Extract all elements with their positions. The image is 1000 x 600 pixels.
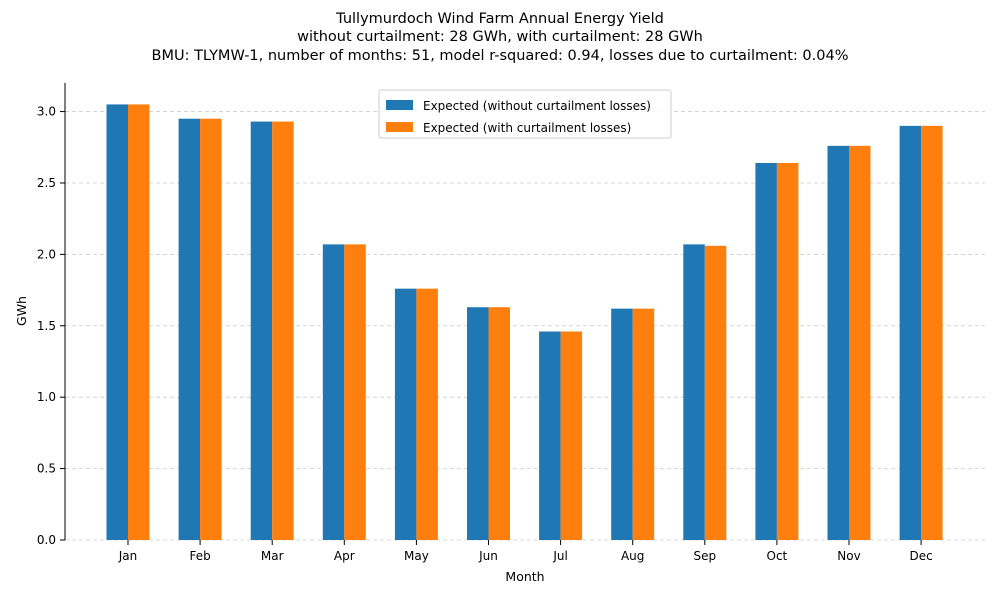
bar-without-curtailment-mar	[250, 121, 273, 540]
x-tick-label: Oct	[767, 549, 788, 563]
legend-swatch	[386, 100, 413, 110]
x-tick-label: Mar	[261, 549, 284, 563]
chart-title-line-2: without curtailment: 28 GWh, with curtai…	[297, 29, 703, 45]
x-tick-label: Jun	[478, 549, 498, 563]
bar-without-curtailment-nov	[827, 145, 849, 540]
bar-with-curtailment-sep	[704, 245, 727, 540]
y-tick-label: 0.0	[37, 533, 56, 547]
bar-with-curtailment-apr	[344, 244, 366, 541]
x-tick-label: Apr	[334, 549, 355, 563]
x-tick-label: Feb	[189, 549, 210, 563]
bar-with-curtailment-mar	[272, 121, 294, 540]
legend: Expected (without curtailment losses) Exp…	[378, 89, 672, 139]
x-tick-label: Dec	[909, 549, 932, 563]
bar-with-curtailment-dec	[921, 125, 943, 540]
bar-with-curtailment-jun	[488, 307, 510, 540]
bar-without-curtailment-sep	[683, 244, 705, 541]
bar-with-curtailment-nov	[849, 145, 871, 540]
bar-without-curtailment-feb	[178, 118, 201, 540]
bar-without-curtailment-aug	[611, 308, 633, 540]
legend-label: Expected (without curtailment losses)	[423, 99, 651, 113]
x-tick-label: Aug	[621, 549, 644, 563]
x-tick-label: May	[404, 549, 429, 563]
chart-title-line-3: BMU: TLYMW-1, number of months: 51, mode…	[152, 48, 849, 64]
y-tick-label: 2.5	[37, 176, 56, 190]
y-axis-label: GWh	[14, 296, 29, 326]
bar-without-curtailment-apr	[322, 244, 345, 541]
x-tick-label: Nov	[837, 549, 860, 563]
bars	[106, 104, 943, 541]
legend-swatch	[386, 122, 413, 132]
chart-title: Tullymurdoch Wind Farm Annual Energy Yie…	[152, 11, 849, 64]
y-tick-label: 3.0	[37, 105, 56, 119]
bar-with-curtailment-aug	[632, 308, 655, 540]
bar-without-curtailment-may	[394, 288, 417, 540]
y-tick-label: 1.5	[37, 319, 56, 333]
bar-without-curtailment-dec	[899, 125, 922, 540]
legend-label: Expected (with curtailment losses)	[423, 121, 631, 135]
bar-with-curtailment-oct	[776, 162, 799, 540]
chart-title-line-1: Tullymurdoch Wind Farm Annual Energy Yie…	[335, 11, 664, 27]
x-tick-label: Sep	[693, 549, 716, 563]
y-tick-label: 1.0	[37, 390, 56, 404]
bar-without-curtailment-jun	[467, 307, 489, 540]
y-ticks: 0.0 0.5 1.0 1.5 2.0 2.5 3.0	[37, 105, 65, 547]
bar-without-curtailment-jan	[106, 104, 128, 540]
bar-without-curtailment-oct	[755, 162, 777, 540]
x-axis-label: Month	[505, 569, 544, 584]
bar-without-curtailment-jul	[539, 331, 561, 540]
x-tick-label: Jul	[552, 549, 567, 563]
y-tick-label: 0.5	[37, 462, 56, 476]
x-tick-label: Jan	[118, 549, 138, 563]
x-ticks: Jan Feb Mar Apr May Jun Jul Aug Sep Oct Nov Dec	[118, 540, 933, 563]
legend-box	[378, 89, 672, 139]
bar-with-curtailment-may	[416, 288, 438, 540]
bar-with-curtailment-jan	[128, 104, 150, 540]
bar-with-curtailment-feb	[200, 118, 222, 540]
y-tick-label: 2.0	[37, 247, 56, 261]
bar-with-curtailment-jul	[560, 331, 583, 540]
